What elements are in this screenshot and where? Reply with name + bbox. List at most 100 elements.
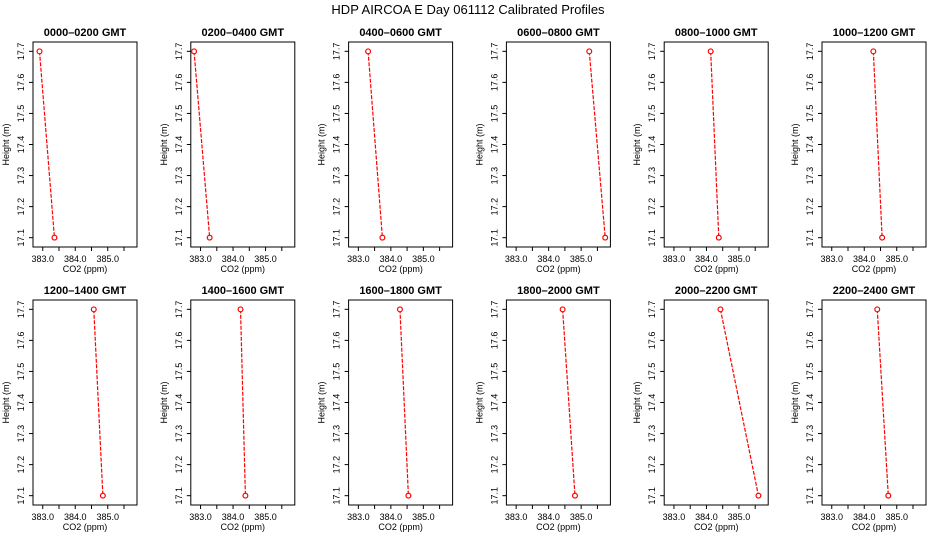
x-tick-label: 385.0 <box>254 254 277 264</box>
y-tick-label: 17.5 <box>489 105 499 123</box>
y-axis-label: Height (m) <box>317 381 327 423</box>
panel-title: 1200–1400 GMT <box>44 285 127 297</box>
y-tick-label: 17.7 <box>174 43 184 61</box>
chart-panel: 0200–0400 GMT 383.0 384.0 385.0 17.1 17.2 17.3… <box>159 27 296 274</box>
x-tick-label: 384.0 <box>64 512 87 522</box>
y-axis-label: Height (m) <box>1 381 11 423</box>
x-tick-label: 383.0 <box>347 512 370 522</box>
y-tick-label: 17.4 <box>805 136 815 154</box>
x-tick-label: 383.0 <box>820 512 843 522</box>
x-tick-label: 383.0 <box>347 254 370 264</box>
y-tick-label: 17.3 <box>805 167 815 185</box>
data-point <box>237 306 244 313</box>
data-point <box>365 48 372 55</box>
x-tick-label: 383.0 <box>663 254 686 264</box>
x-tick-label: 385.0 <box>254 512 277 522</box>
panel-title: 1000–1200 GMT <box>833 27 916 39</box>
x-axis-label: CO2 (ppm) <box>852 264 897 274</box>
profile-line <box>562 309 576 496</box>
y-tick-label: 17.4 <box>174 136 184 154</box>
y-tick-label: 17.4 <box>332 394 342 412</box>
y-tick-label: 17.6 <box>332 74 342 92</box>
profile-line <box>876 309 889 496</box>
y-tick-label: 17.7 <box>647 301 657 319</box>
y-tick-label: 17.3 <box>174 167 184 185</box>
x-axis-label: CO2 (ppm) <box>221 522 266 532</box>
y-tick-label: 17.1 <box>174 487 184 505</box>
panel-title: 1800–2000 GMT <box>517 285 600 297</box>
y-tick-label: 17.3 <box>489 425 499 443</box>
x-tick-label: 384.0 <box>537 512 560 522</box>
data-point <box>874 306 881 313</box>
y-tick-label: 17.5 <box>332 363 342 381</box>
y-tick-label: 17.4 <box>489 394 499 412</box>
y-tick-label: 17.5 <box>489 363 499 381</box>
y-tick-label: 17.1 <box>489 487 499 505</box>
x-axis-label: CO2 (ppm) <box>536 522 581 532</box>
y-tick-label: 17.2 <box>805 198 815 216</box>
panel-title: 0200–0400 GMT <box>202 27 285 39</box>
y-tick-label: 17.7 <box>16 43 26 61</box>
y-tick-label: 17.5 <box>16 105 26 123</box>
panel-title: 2000–2200 GMT <box>675 285 758 297</box>
y-tick-label: 17.1 <box>647 229 657 247</box>
data-point <box>405 492 412 499</box>
data-point <box>559 306 566 313</box>
x-tick-label: 384.0 <box>222 254 245 264</box>
y-axis-label: Height (m) <box>159 381 169 423</box>
y-tick-label: 17.6 <box>174 74 184 92</box>
y-axis-label: Height (m) <box>632 381 642 423</box>
y-tick-label: 17.7 <box>805 301 815 319</box>
data-point <box>99 492 106 499</box>
x-tick-label: 385.0 <box>96 254 119 264</box>
y-tick-label: 17.6 <box>16 332 26 350</box>
x-tick-label: 385.0 <box>412 512 435 522</box>
y-tick-label: 17.2 <box>174 456 184 474</box>
x-axis-label: CO2 (ppm) <box>694 264 739 274</box>
y-tick-label: 17.7 <box>332 301 342 319</box>
y-tick-label: 17.4 <box>805 394 815 412</box>
chart-panel: 1200–1400 GMT 383.0 384.0 385.0 17.1 17.2 17.3… <box>1 285 138 532</box>
x-tick-label: 383.0 <box>189 254 212 264</box>
x-tick-label: 385.0 <box>885 512 908 522</box>
x-tick-label: 383.0 <box>820 254 843 264</box>
y-tick-label: 17.3 <box>16 167 26 185</box>
data-point <box>586 48 593 55</box>
chart-panel: 2000–2200 GMT 383.0 384.0 385.0 17.1 17.2 17.3… <box>632 285 769 532</box>
y-tick-label: 17.5 <box>16 363 26 381</box>
y-tick-label: 17.4 <box>332 136 342 154</box>
y-tick-label: 17.5 <box>647 363 657 381</box>
profile-line <box>588 51 606 238</box>
chart-panel: 0000–0200 GMT 383.0 384.0 385.0 17.1 17.2 17.3… <box>1 27 138 274</box>
y-tick-label: 17.6 <box>805 332 815 350</box>
y-tick-label: 17.2 <box>805 456 815 474</box>
y-tick-label: 17.1 <box>332 487 342 505</box>
profile-line <box>710 51 720 238</box>
y-tick-label: 17.4 <box>647 136 657 154</box>
data-point <box>191 48 198 55</box>
x-axis-label: CO2 (ppm) <box>221 264 266 274</box>
panel-title: 1400–1600 GMT <box>202 285 285 297</box>
y-tick-label: 17.5 <box>805 363 815 381</box>
panel-title: 0400–0600 GMT <box>359 27 442 39</box>
x-tick-label: 383.0 <box>31 512 54 522</box>
y-tick-label: 17.6 <box>647 332 657 350</box>
y-axis-label: Height (m) <box>632 123 642 165</box>
y-tick-label: 17.1 <box>16 487 26 505</box>
chart-panel: 1000–1200 GMT 383.0 384.0 385.0 17.1 17.2 17.3… <box>790 27 927 274</box>
y-tick-label: 17.5 <box>647 105 657 123</box>
profile-line <box>367 51 383 238</box>
panel-title: 0800–1000 GMT <box>675 27 758 39</box>
x-axis-label: CO2 (ppm) <box>694 522 739 532</box>
x-tick-label: 383.0 <box>505 254 528 264</box>
y-tick-label: 17.2 <box>174 198 184 216</box>
x-tick-label: 384.0 <box>222 512 245 522</box>
chart-panel: 0800–1000 GMT 383.0 384.0 385.0 17.1 17.2 17.3… <box>632 27 769 274</box>
x-tick-label: 384.0 <box>380 254 403 264</box>
y-tick-label: 17.7 <box>16 301 26 319</box>
y-tick-label: 17.3 <box>332 425 342 443</box>
x-tick-label: 385.0 <box>96 512 119 522</box>
panel-title: 0600–0800 GMT <box>517 27 600 39</box>
